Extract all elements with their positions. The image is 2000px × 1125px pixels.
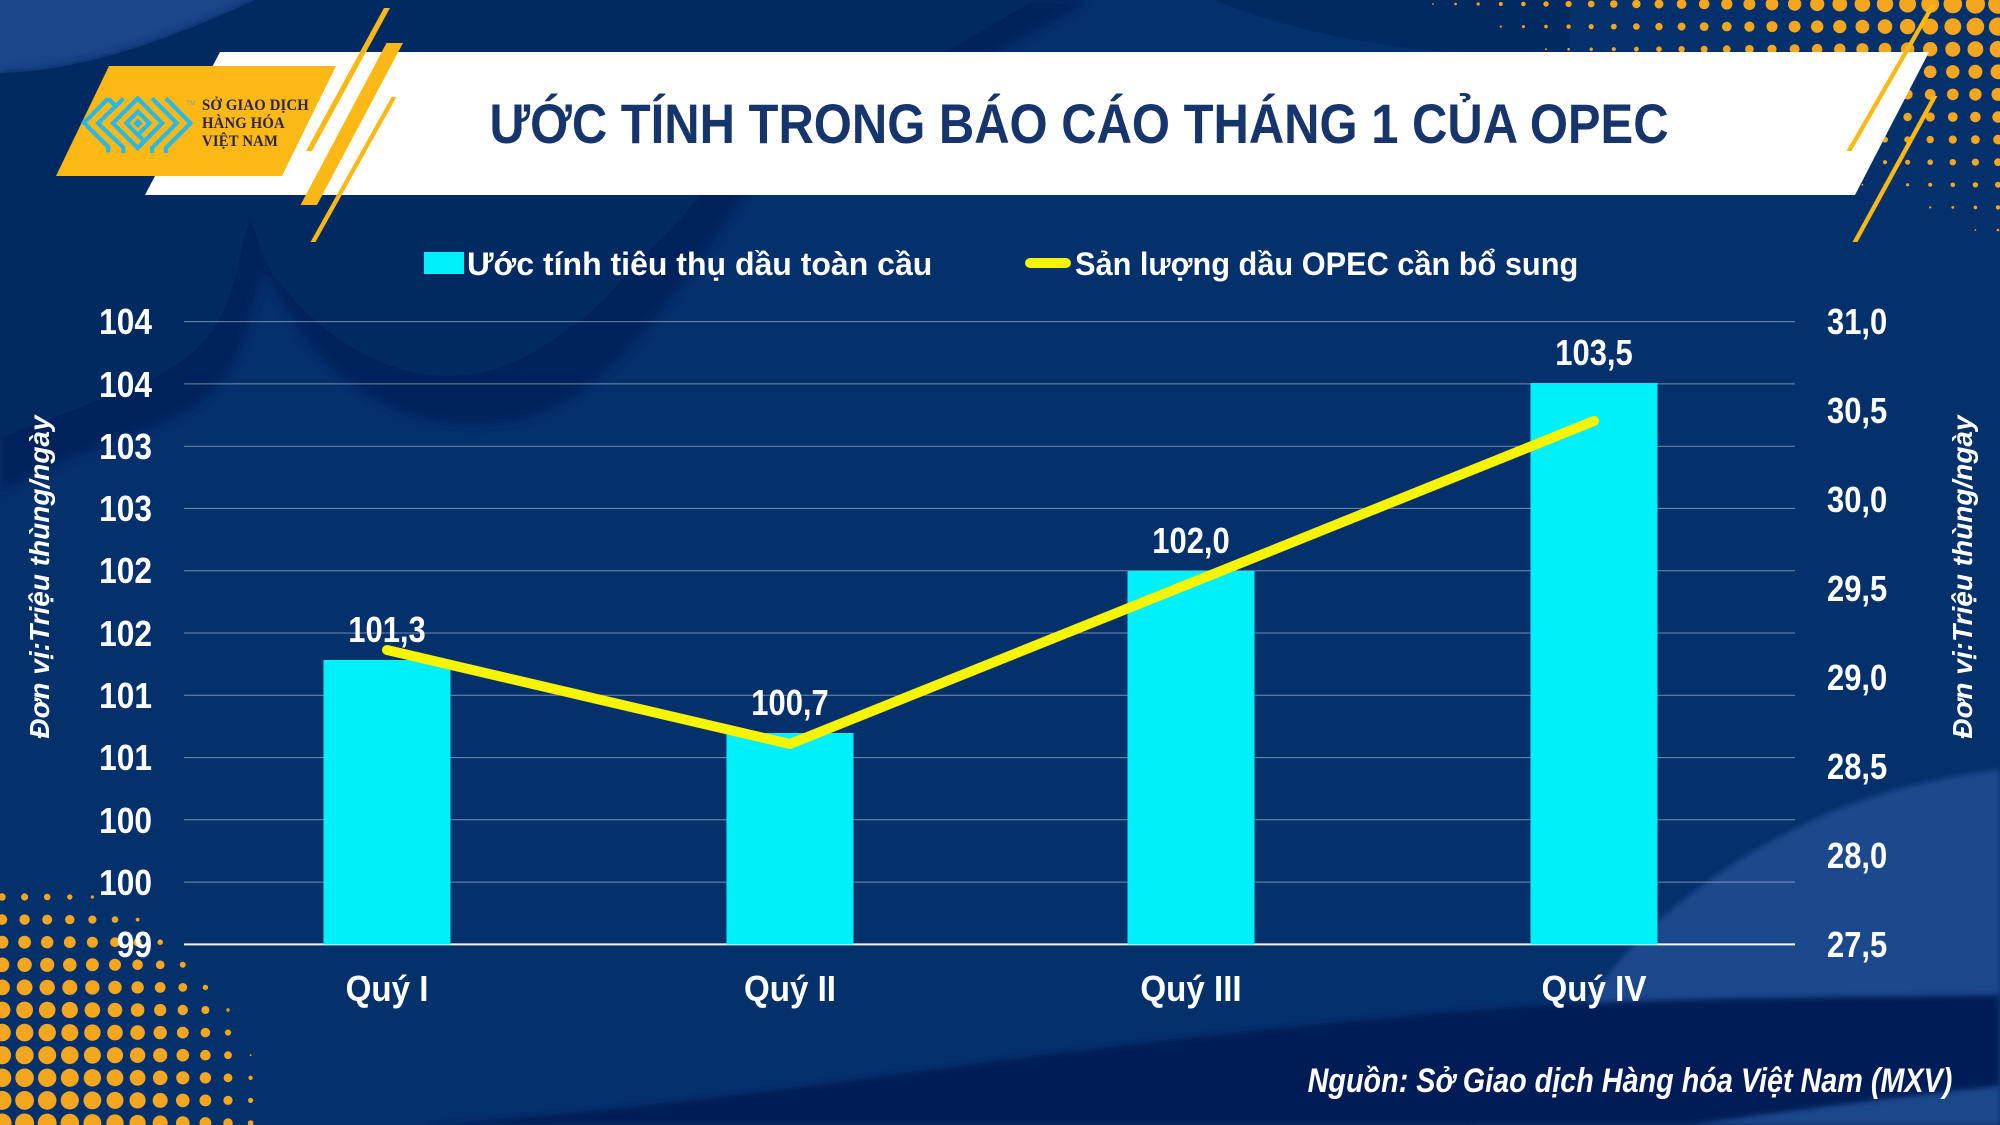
svg-text:TM: TM — [186, 100, 195, 107]
